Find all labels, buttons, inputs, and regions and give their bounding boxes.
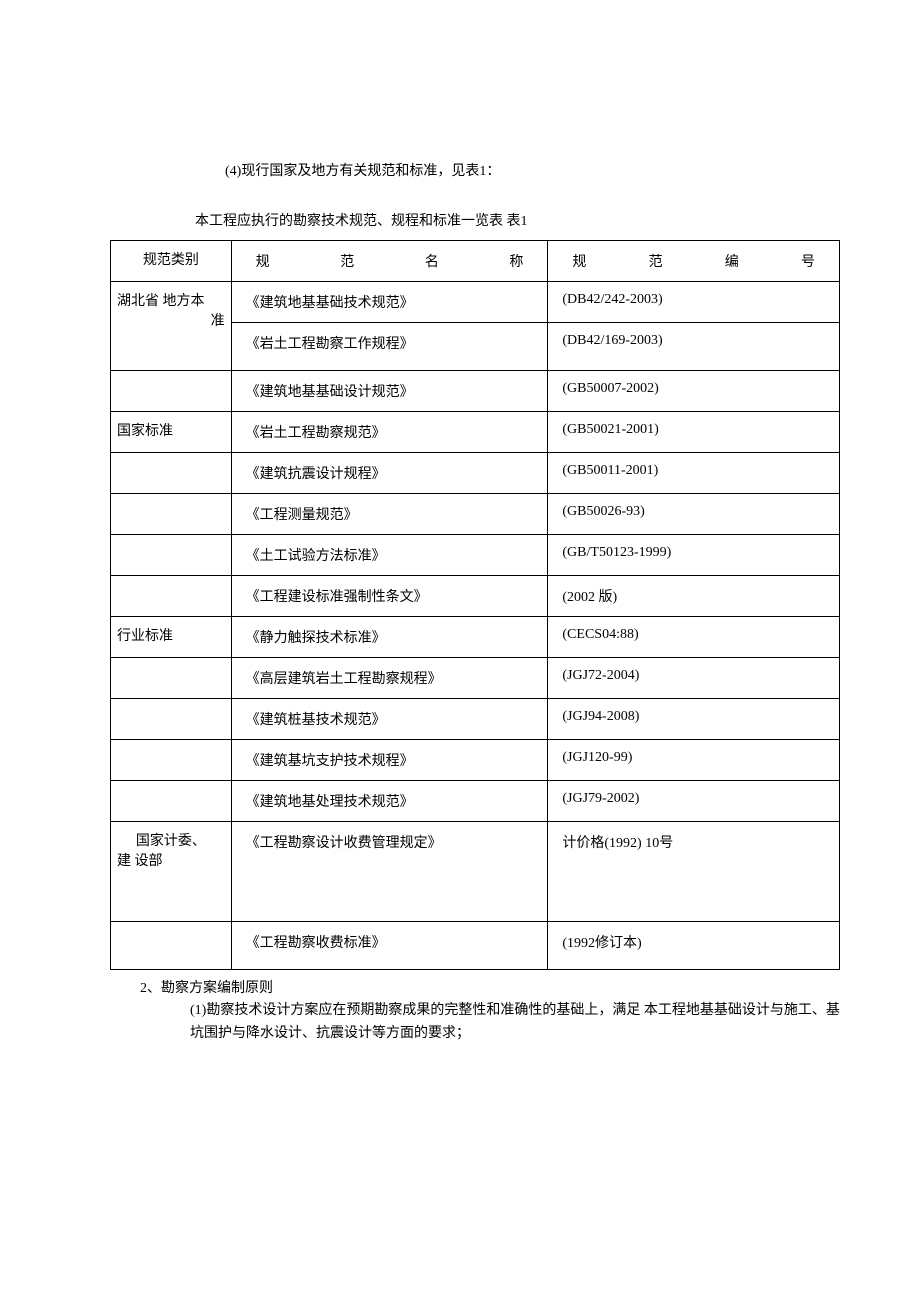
spec-code: (JGJ72-2004): [548, 658, 840, 699]
table-row: 《建筑桩基技术规范》 (JGJ94-2008): [111, 699, 840, 740]
category-planning-l2: 建 设部: [117, 850, 225, 870]
table-row: 《工程建设标准强制性条文》 (2002 版): [111, 576, 840, 617]
category-empty: [111, 658, 232, 699]
spec-name: 《岩土工程勘察工作规程》: [231, 323, 548, 371]
category-national: 国家标准: [111, 412, 232, 453]
spec-name: 《建筑地基基础技术规范》: [231, 282, 548, 323]
intro-text: (4)现行国家及地方有关规范和标准，见表1：: [225, 160, 840, 180]
spec-name: 《土工试验方法标准》: [231, 535, 548, 576]
header-name-c3: 名: [425, 251, 439, 271]
table-row: 湖北省 地方本 准 《建筑地基基础技术规范》 (DB42/242-2003): [111, 282, 840, 323]
category-industry: 行业标准: [111, 617, 232, 658]
spec-name: 《高层建筑岩土工程勘察规程》: [231, 658, 548, 699]
spec-name: 《工程建设标准强制性条文》: [231, 576, 548, 617]
spec-code: (JGJ120-99): [548, 740, 840, 781]
spec-name: 《岩土工程勘察规范》: [231, 412, 548, 453]
footer-paragraph: (1)勘察技术设计方案应在预期勘察成果的完整性和准确性的基础上，满足 本工程地基…: [140, 1000, 840, 1045]
category-empty: [111, 740, 232, 781]
spec-code: (GB/T50123-1999): [548, 535, 840, 576]
header-code-c4: 号: [801, 251, 815, 271]
category-hubei-l2: 准: [117, 310, 225, 330]
spec-name: 《工程勘察设计收费管理规定》: [231, 822, 548, 922]
header-name-c4: 称: [509, 251, 523, 271]
table-row: 国家计委、 建 设部 《工程勘察设计收费管理规定》 计价格(1992) 10号: [111, 822, 840, 922]
header-name-c2: 范: [340, 251, 354, 271]
header-name: 规 范 名 称: [231, 241, 548, 282]
spec-code: (DB42/242-2003): [548, 282, 840, 323]
category-planning: 国家计委、 建 设部: [111, 822, 232, 922]
table-row: 《工程测量规范》 (GB50026-93): [111, 494, 840, 535]
table-row: 《建筑地基处理技术规范》 (JGJ79-2002): [111, 781, 840, 822]
spec-code: (GB50021-2001): [548, 412, 840, 453]
table-row: 《建筑抗震设计规程》 (GB50011-2001): [111, 453, 840, 494]
category-empty: [111, 371, 232, 412]
spec-code: (2002 版): [548, 576, 840, 617]
spec-code: (GB50026-93): [548, 494, 840, 535]
table-row: 《土工试验方法标准》 (GB/T50123-1999): [111, 535, 840, 576]
table-row: 国家标准 《岩土工程勘察规范》 (GB50021-2001): [111, 412, 840, 453]
table-header-row: 规范类别 规 范 名 称 规 范 编 号: [111, 241, 840, 282]
header-category: 规范类别: [111, 241, 232, 282]
spec-name: 《建筑桩基技术规范》: [231, 699, 548, 740]
category-empty: [111, 781, 232, 822]
category-hubei-l1: 湖北省 地方本: [117, 294, 205, 309]
spec-name: 《静力触探技术标准》: [231, 617, 548, 658]
category-empty: [111, 576, 232, 617]
spec-code: (GB50007-2002): [548, 371, 840, 412]
category-empty: [111, 535, 232, 576]
table-row: 《建筑地基基础设计规范》 (GB50007-2002): [111, 371, 840, 412]
spec-name: 《建筑地基处理技术规范》: [231, 781, 548, 822]
header-code-c2: 范: [649, 251, 663, 271]
table-row: 行业标准 《静力触探技术标准》 (CECS04:88): [111, 617, 840, 658]
category-empty: [111, 453, 232, 494]
spec-code: (DB42/169-2003): [548, 323, 840, 371]
category-empty: [111, 922, 232, 970]
header-code-c3: 编: [725, 251, 739, 271]
footer-heading: 2、勘察方案编制原则: [140, 978, 840, 1000]
spec-code: 计价格(1992) 10号: [548, 822, 840, 922]
spec-code: (JGJ94-2008): [548, 699, 840, 740]
spec-name: 《建筑地基基础设计规范》: [231, 371, 548, 412]
category-empty: [111, 699, 232, 740]
category-empty: [111, 494, 232, 535]
page-container: (4)现行国家及地方有关规范和标准，见表1： 本工程应执行的勘察技术规范、规程和…: [0, 0, 920, 1085]
header-code: 规 范 编 号: [548, 241, 840, 282]
spec-code: (CECS04:88): [548, 617, 840, 658]
spec-name: 《工程勘察收费标准》: [231, 922, 548, 970]
spec-code: (1992修订本): [548, 922, 840, 970]
category-planning-l1: 国家计委、: [117, 830, 225, 850]
category-hubei: 湖北省 地方本 准: [111, 282, 232, 371]
table-row: 《高层建筑岩土工程勘察规程》 (JGJ72-2004): [111, 658, 840, 699]
table-row: 《工程勘察收费标准》 (1992修订本): [111, 922, 840, 970]
spec-code: (JGJ79-2002): [548, 781, 840, 822]
spec-name: 《建筑抗震设计规程》: [231, 453, 548, 494]
footer-section: 2、勘察方案编制原则 (1)勘察技术设计方案应在预期勘察成果的完整性和准确性的基…: [110, 978, 840, 1045]
header-code-c1: 规: [572, 251, 586, 271]
table-caption: 本工程应执行的勘察技术规范、规程和标准一览表 表1: [195, 210, 840, 230]
spec-name: 《工程测量规范》: [231, 494, 548, 535]
header-name-c1: 规: [256, 251, 270, 271]
spec-code: (GB50011-2001): [548, 453, 840, 494]
spec-name: 《建筑基坑支护技术规程》: [231, 740, 548, 781]
table-row: 《建筑基坑支护技术规程》 (JGJ120-99): [111, 740, 840, 781]
standards-table: 规范类别 规 范 名 称 规 范 编 号 湖北省 地方本: [110, 240, 840, 970]
